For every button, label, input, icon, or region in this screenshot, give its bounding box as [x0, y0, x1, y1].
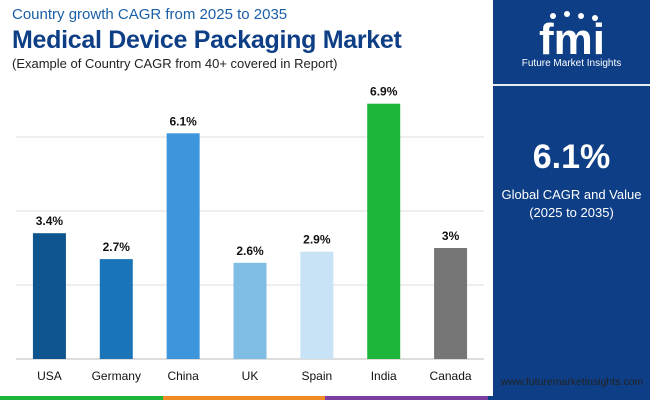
footer-stripe-segment: [162, 396, 325, 400]
data-label-germany: 2.7%: [103, 240, 131, 254]
data-label-usa: 3.4%: [36, 214, 64, 228]
chart-note: (Example of Country CAGR from 40+ covere…: [12, 56, 338, 71]
footer-stripe-segment: [325, 396, 488, 400]
bar-germany: [99, 259, 133, 359]
data-labels: 3.4% 2.7% 6.1% 2.6% 2.9% 6.9% 3%: [36, 85, 460, 258]
tick-label-usa: USA: [37, 369, 62, 383]
global-cagr-label: Global CAGR and Value (2025 to 2035): [493, 186, 650, 222]
sidebar-panel: fmi Future Market Insights 6.1% Global C…: [493, 0, 650, 400]
tick-label-germany: Germany: [92, 369, 141, 383]
tick-label-uk: UK: [242, 369, 259, 383]
bar-spain: [300, 251, 334, 359]
global-cagr-label-line1: Global CAGR and Value: [501, 187, 642, 202]
footer-url[interactable]: www.futuremarketinsights.com: [500, 376, 644, 388]
bar-canada: [434, 248, 468, 359]
bar-uk: [233, 262, 267, 359]
global-cagr-label-line2: (2025 to 2035): [529, 205, 614, 220]
bar-usa: [32, 233, 66, 359]
chart-title: Medical Device Packaging Market: [12, 26, 402, 54]
data-label-india: 6.9%: [370, 85, 398, 99]
tick-label-china: China: [167, 369, 199, 383]
category-ticks: USA Germany China UK Spain India Canada: [37, 369, 472, 383]
logo-letters: fmi: [539, 15, 605, 58]
tick-label-spain: Spain: [302, 369, 333, 383]
data-label-china: 6.1%: [169, 114, 197, 128]
logo-text: Future Market Insights: [521, 58, 622, 69]
bar-chart: 3.4% 2.7% 6.1% 2.6% 2.9% 6.9% 3% USA Germany Chi…: [16, 85, 484, 383]
data-label-spain: 2.9%: [303, 233, 331, 247]
bar-india: [367, 103, 401, 359]
tick-label-canada: Canada: [430, 369, 472, 383]
tick-label-india: India: [371, 369, 397, 383]
footer-stripe-segment: [0, 396, 163, 400]
sidebar-divider: [493, 84, 650, 86]
bars: [32, 103, 468, 359]
data-label-canada: 3%: [442, 229, 460, 243]
global-cagr-value: 6.1%: [532, 138, 611, 176]
data-label-uk: 2.6%: [236, 244, 264, 258]
chart-subtitle: Country growth CAGR from 2025 to 2035: [12, 6, 288, 23]
bar-china: [166, 133, 200, 359]
fmi-logo-icon: fmi: [539, 11, 605, 58]
footer-stripe-segment: [487, 396, 650, 400]
footer-stripe: [0, 396, 650, 400]
